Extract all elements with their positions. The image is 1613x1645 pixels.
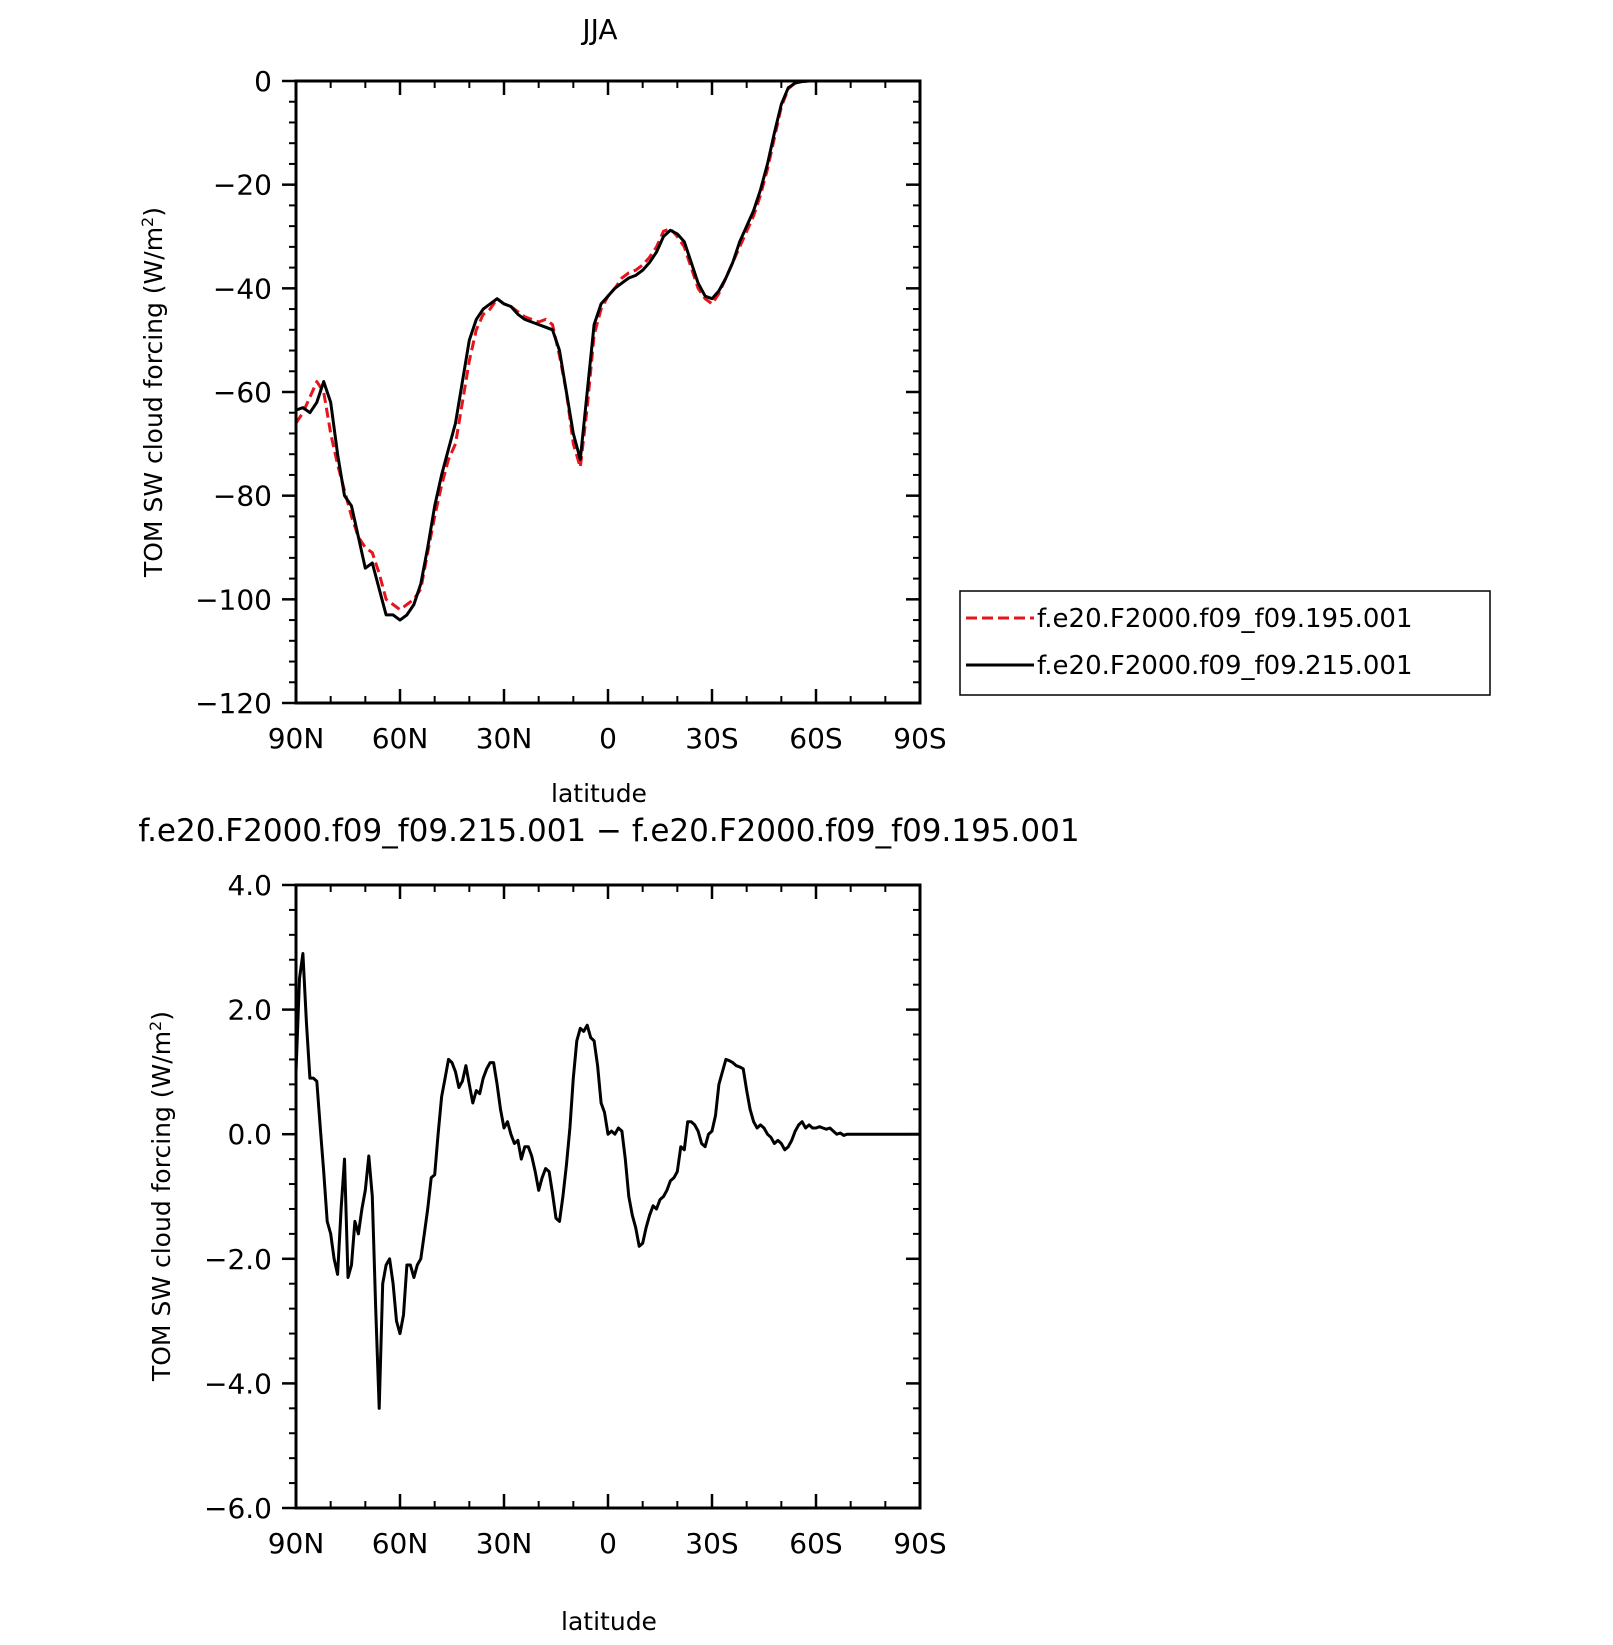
top-y-tick-label: −120 — [195, 687, 272, 720]
top-x-axis-label: latitude — [551, 779, 647, 808]
top-y-tick-label: −40 — [213, 272, 272, 305]
legend-box — [959, 590, 1491, 696]
bottom-tick-layer: 90N 60N 30N 0 30S 60S 90S 4.0 2.0 0.0 −2.0 −4.0 −6.0 — [204, 869, 947, 1560]
top-tick-layer: 90N 60N 30N 0 30S 60S 90S 0 −20 −40 −60 −80 −100 −120 — [195, 65, 947, 755]
bottom-y-tick-label: −2.0 — [204, 1243, 272, 1276]
bottom-x-tick-label: 90S — [893, 1527, 946, 1560]
top-y-tick-label: −20 — [213, 169, 272, 202]
bottom-series-layer — [294, 952, 920, 1410]
top-panel: JJA 90N 60N 30N 0 30S 60S 90S 0 −20 −40 −60 −80 −100… — [138, 13, 1491, 808]
top-chart-title: JJA — [580, 13, 617, 46]
bottom-x-tick-label: 60N — [372, 1527, 429, 1560]
bottom-series-line-0 — [294, 952, 920, 1410]
top-x-tick-label: 60S — [789, 722, 842, 755]
top-y-tick-label: −100 — [195, 583, 272, 616]
top-x-tick-label: 30N — [476, 722, 533, 755]
top-y-axis-label-main: TOM SW cloud forcing (W/m — [139, 227, 168, 578]
top-x-tick-label: 0 — [599, 722, 617, 755]
bottom-y-tick-label: −4.0 — [204, 1367, 272, 1400]
bottom-plot-frame — [294, 883, 922, 1510]
bottom-y-axis-label-sup: 2 — [146, 1021, 165, 1031]
top-y-tick-label: 0 — [254, 65, 272, 98]
top-series-layer — [294, 79, 920, 622]
bottom-x-tick-label: 30S — [685, 1527, 738, 1560]
top-y-axis-label-sup: 2 — [138, 217, 157, 227]
top-y-axis-label: TOM SW cloud forcing (W/m2) — [138, 207, 169, 578]
bottom-panel: f.e20.F2000.f09_f09.215.001 − f.e20.F200… — [138, 813, 1079, 1636]
legend-label-195: f.e20.F2000.f09_f09.195.001 — [1037, 604, 1413, 634]
bottom-y-axis-label-close: ) — [147, 1011, 176, 1021]
bottom-y-tick-label: 4.0 — [227, 869, 272, 902]
bottom-y-tick-label: 0.0 — [227, 1118, 272, 1151]
bottom-y-tick-label: 2.0 — [227, 994, 272, 1027]
top-x-tick-label: 90S — [893, 722, 946, 755]
top-x-tick-label: 30S — [685, 722, 738, 755]
bottom-chart-title: f.e20.F2000.f09_f09.215.001 − f.e20.F200… — [138, 813, 1079, 849]
top-y-axis-label-close: ) — [139, 207, 168, 217]
bottom-y-axis-label-main: TOM SW cloud forcing (W/m — [147, 1031, 176, 1382]
top-x-tick-label: 60N — [372, 722, 429, 755]
legend: f.e20.F2000.f09_f09.195.001 f.e20.F2000.… — [959, 590, 1491, 696]
top-series-line-1 — [295, 79, 920, 622]
top-plot-frame — [294, 79, 922, 705]
bottom-x-axis-label: latitude — [561, 1607, 657, 1636]
top-y-tick-label: −80 — [213, 480, 272, 513]
top-y-tick-label: −60 — [213, 376, 272, 409]
bottom-x-tick-label: 30N — [476, 1527, 533, 1560]
top-x-tick-label: 90N — [268, 722, 325, 755]
bottom-x-tick-label: 60S — [789, 1527, 842, 1560]
legend-label-215: f.e20.F2000.f09_f09.215.001 — [1037, 651, 1413, 681]
top-series-line-0 — [294, 79, 920, 612]
bottom-x-tick-label: 90N — [268, 1527, 325, 1560]
bottom-y-axis-label: TOM SW cloud forcing (W/m2) — [146, 1011, 177, 1382]
bottom-x-tick-label: 0 — [599, 1527, 617, 1560]
bottom-y-tick-label: −6.0 — [204, 1492, 272, 1525]
